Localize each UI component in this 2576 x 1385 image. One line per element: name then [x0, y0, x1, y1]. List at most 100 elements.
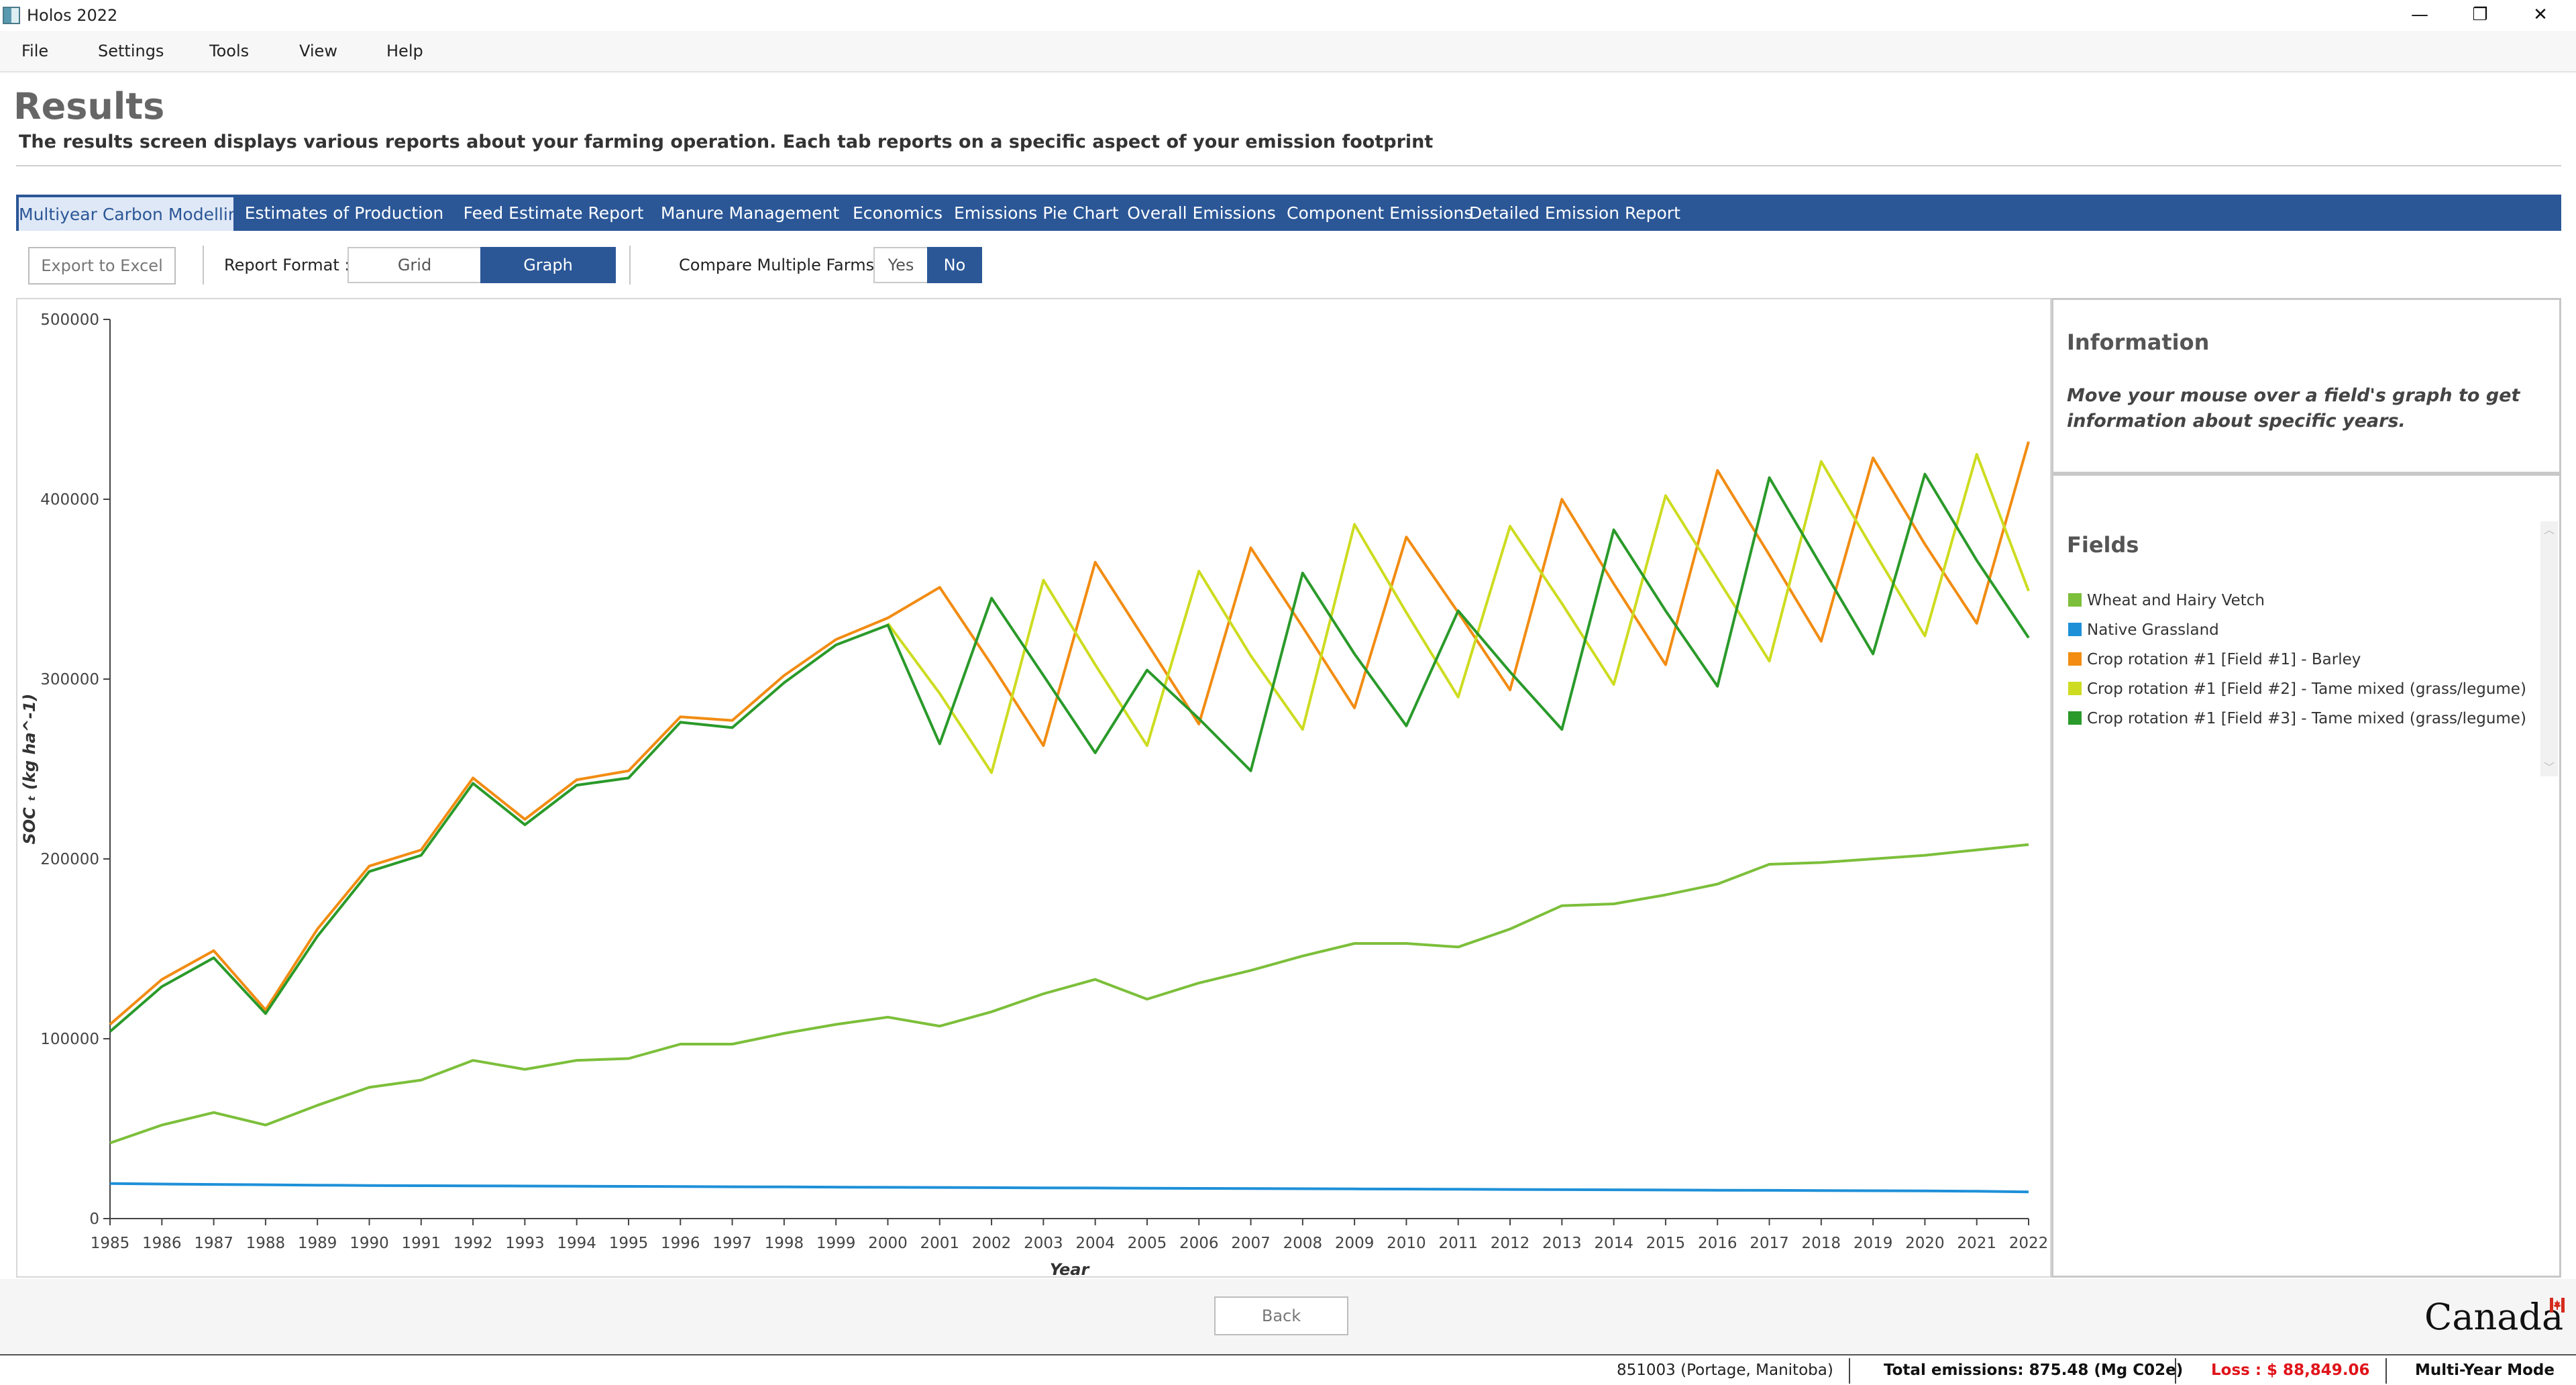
tab-bar: Multiyear Carbon Modelling Estimates of … — [16, 195, 2561, 231]
x-tick-label: 1994 — [557, 1235, 596, 1252]
back-button[interactable]: Back — [1214, 1296, 1348, 1335]
x-tick-label: 2005 — [1128, 1235, 1167, 1252]
information-text: Move your mouse over a field's graph to … — [2067, 385, 2520, 431]
export-to-excel-button[interactable]: Export to Excel — [28, 247, 176, 285]
tab-economics[interactable]: Economics — [852, 203, 943, 223]
x-tick-label: 2000 — [868, 1235, 908, 1252]
x-tick-label: 1999 — [816, 1235, 856, 1252]
x-tick-label: 1990 — [350, 1235, 389, 1252]
status-divider — [2175, 1358, 2176, 1384]
menu-help[interactable]: Help — [386, 42, 423, 60]
legend-swatch — [2068, 593, 2082, 607]
legend-item-field-2-tame-mixed[interactable]: Crop rotation #1 [Field #2] - Tame mixed… — [2068, 676, 2526, 703]
compare-yes-option[interactable]: Yes — [873, 247, 928, 283]
x-tick-label: 1998 — [765, 1235, 804, 1252]
series-line-2 — [109, 1182, 2029, 1194]
canada-wordmark-text: Canada — [2424, 1296, 2564, 1338]
tab-component-emissions[interactable]: Component Emissions — [1287, 203, 1473, 223]
compare-multiple-farms-label: Compare Multiple Farms : — [679, 256, 885, 274]
y-tick-label: 300000 — [40, 671, 99, 688]
legend-item-native-grassland[interactable]: Native Grassland — [2068, 617, 2219, 644]
status-total-emissions: Total emissions: 875.48 (Mg C02e) — [1884, 1362, 2184, 1379]
soc-line-chart[interactable]: 0 100000 200000 300000 400000 500000 1985 1986 1… — [17, 299, 2050, 1276]
canada-wordmark: Canada — [2424, 1294, 2565, 1341]
x-tick-label: 2012 — [1491, 1235, 1530, 1252]
x-tick-label: 2014 — [1594, 1235, 1633, 1252]
legend-swatch — [2068, 622, 2082, 636]
fields-panel: Fields Wheat and Hairy Vetch Native Gras… — [2051, 474, 2561, 1278]
legend-label: Native Grassland — [2087, 621, 2219, 639]
heading-divider — [16, 165, 2561, 166]
y-tick-label: 0 — [89, 1211, 99, 1228]
information-panel: Information Move your mouse over a field… — [2051, 298, 2561, 474]
menu-tools[interactable]: Tools — [209, 42, 250, 60]
x-tick-label: 1987 — [194, 1235, 233, 1252]
tab-detailed-emission-report[interactable]: Detailed Emission Report — [1469, 203, 1680, 223]
legend-swatch — [2068, 711, 2082, 725]
x-tick-label: 2019 — [1854, 1235, 1893, 1252]
status-loss: Loss : $ 88,849.06 — [2211, 1362, 2370, 1379]
x-tick-label: 2013 — [1542, 1235, 1582, 1252]
title-bar: Holos 2022 — ❐ ✕ — [0, 0, 2576, 31]
x-tick-label: 1986 — [142, 1235, 182, 1252]
x-tick-label: 2015 — [1646, 1235, 1686, 1252]
x-tick-label: 2009 — [1335, 1235, 1375, 1252]
x-tick-label: 1996 — [661, 1235, 700, 1252]
status-farm-location: 851003 (Portage, Manitoba) — [1617, 1362, 1833, 1379]
toolbar-divider — [629, 246, 631, 285]
format-grid-option[interactable]: Grid — [347, 247, 482, 283]
x-tick-label: 2018 — [1802, 1235, 1841, 1252]
report-format-label: Report Format : — [224, 256, 350, 274]
x-tick-label: 2004 — [1075, 1235, 1115, 1252]
x-tick-label: 2008 — [1283, 1235, 1323, 1252]
page-subtitle: The results screen displays various repo… — [19, 132, 1434, 152]
tab-manure-management[interactable]: Manure Management — [660, 203, 840, 223]
legend-item-wheat-and-hairy-vetch[interactable]: Wheat and Hairy Vetch — [2068, 587, 2265, 614]
status-divider — [2385, 1358, 2387, 1384]
x-tick-label: 2021 — [1957, 1235, 1996, 1252]
legend-swatch — [2068, 652, 2082, 666]
x-tick-label: 1995 — [609, 1235, 649, 1252]
x-tick-label: 2017 — [1750, 1235, 1789, 1252]
x-tick-label: 2006 — [1179, 1235, 1219, 1252]
series-line-3 — [109, 441, 2030, 1026]
tab-feed-estimate-report[interactable]: Feed Estimate Report — [463, 203, 644, 223]
status-divider — [1849, 1358, 1850, 1384]
series-line-1 — [109, 843, 2029, 1145]
x-tick-label: 2003 — [1024, 1235, 1063, 1252]
scroll-down-icon[interactable]: ﹀ — [2543, 761, 2555, 774]
menu-view[interactable]: View — [299, 42, 337, 60]
x-tick-label: 2022 — [2009, 1235, 2049, 1252]
x-tick-label: 1991 — [402, 1235, 441, 1252]
status-bar: 851003 (Portage, Manitoba) Total emissio… — [0, 1354, 2576, 1385]
x-tick-label: 1992 — [453, 1235, 493, 1252]
x-tick-label: 2016 — [1698, 1235, 1737, 1252]
tab-multiyear-carbon-modelling[interactable]: Multiyear Carbon Modelling — [19, 197, 250, 231]
scroll-up-icon[interactable]: ︿ — [2543, 523, 2555, 536]
legend-item-field-1-barley[interactable]: Crop rotation #1 [Field #1] - Barley — [2068, 646, 2361, 673]
x-tick-label: 2011 — [1438, 1235, 1478, 1252]
compare-no-option[interactable]: No — [927, 247, 982, 283]
app-icon — [3, 7, 20, 24]
toolbar-divider — [203, 246, 204, 285]
status-mode: Multi-Year Mode — [2415, 1362, 2555, 1379]
menu-file[interactable]: File — [21, 42, 49, 60]
close-button[interactable]: ✕ — [2533, 5, 2548, 25]
x-tick-label: 1993 — [505, 1235, 545, 1252]
x-tick-label: 2010 — [1387, 1235, 1426, 1252]
fields-scrollbar[interactable]: ︿ ﹀ — [2540, 521, 2558, 776]
tab-emissions-pie-chart[interactable]: Emissions Pie Chart — [954, 203, 1119, 223]
restore-button[interactable]: ❐ — [2472, 5, 2488, 25]
tab-overall-emissions[interactable]: Overall Emissions — [1127, 203, 1276, 223]
x-axis-title: Year — [1050, 1260, 1091, 1276]
x-tick-label: 1989 — [298, 1235, 337, 1252]
x-tick-label: 2001 — [920, 1235, 959, 1252]
legend-label: Crop rotation #1 [Field #3] - Tame mixed… — [2087, 710, 2526, 727]
legend-label: Crop rotation #1 [Field #2] - Tame mixed… — [2087, 680, 2526, 698]
fields-title: Fields — [2067, 532, 2139, 558]
legend-item-field-3-tame-mixed[interactable]: Crop rotation #1 [Field #3] - Tame mixed… — [2068, 705, 2526, 732]
format-graph-option[interactable]: Graph — [480, 247, 616, 283]
menu-settings[interactable]: Settings — [98, 42, 164, 60]
tab-estimates-of-production[interactable]: Estimates of Production — [244, 203, 444, 223]
minimize-button[interactable]: — — [2411, 5, 2428, 25]
